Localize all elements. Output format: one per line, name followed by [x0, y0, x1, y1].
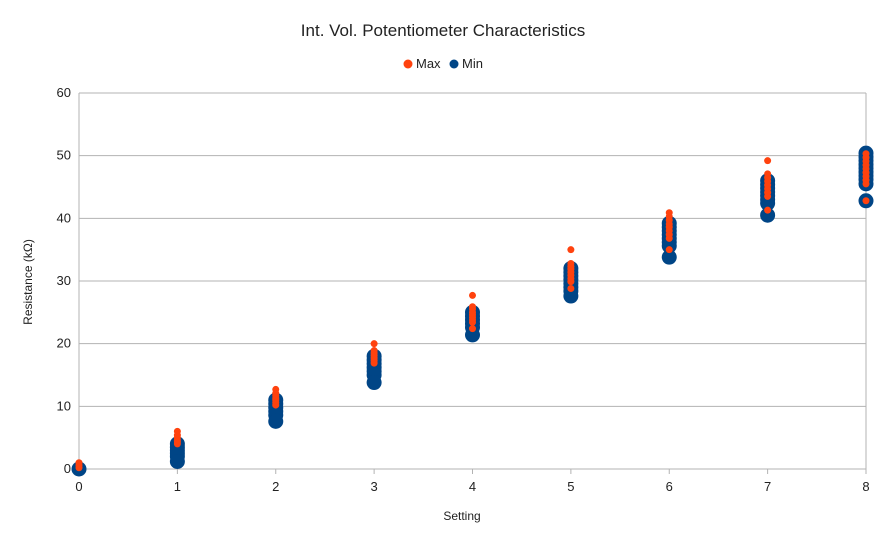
max-point	[272, 401, 280, 409]
min-point	[465, 327, 480, 343]
chart-title: Int. Vol. Potentiometer Characteristics	[301, 21, 585, 40]
max-point	[370, 359, 378, 367]
x-tick-label: 5	[567, 479, 574, 494]
max-point	[862, 197, 870, 205]
max-point	[764, 192, 772, 200]
max-point	[567, 278, 575, 286]
max-point	[469, 325, 476, 333]
x-tick-labels: 0 1 2 3 4 5 6 7 8	[75, 479, 869, 494]
y-tick-label: 50	[57, 148, 71, 163]
legend-marker-max	[403, 59, 413, 69]
axes	[78, 93, 867, 474]
x-tick-label: 4	[469, 479, 476, 494]
y-tick-label: 40	[57, 210, 71, 225]
series-max-points	[75, 150, 870, 472]
x-tick-label: 3	[371, 479, 378, 494]
x-tick-label: 2	[272, 479, 279, 494]
max-point	[469, 291, 476, 299]
max-point	[75, 464, 83, 472]
y-tick-label: 0	[64, 461, 71, 476]
max-point	[764, 206, 772, 214]
max-point	[567, 285, 575, 293]
x-tick-label: 6	[666, 479, 673, 494]
min-point	[563, 288, 579, 304]
min-point	[268, 413, 284, 429]
max-point	[665, 234, 673, 242]
y-tick-label: 10	[57, 398, 71, 413]
x-tick-label: 8	[862, 479, 869, 494]
min-point	[661, 238, 677, 254]
max-point	[469, 318, 476, 326]
y-tick-label: 20	[57, 336, 71, 351]
max-point	[665, 246, 673, 254]
x-tick-label: 7	[764, 479, 771, 494]
x-tick-label: 1	[174, 479, 181, 494]
min-point	[661, 249, 677, 265]
min-point	[760, 195, 776, 211]
min-point	[169, 453, 185, 469]
min-point	[760, 207, 776, 223]
y-tick-label: 30	[57, 273, 71, 288]
max-point	[173, 440, 181, 448]
y-tick-label: 60	[57, 85, 71, 100]
min-point	[366, 375, 382, 391]
max-point	[764, 157, 772, 165]
legend-label-min: Min	[462, 56, 483, 71]
legend-marker-min	[449, 59, 459, 69]
gridlines	[79, 92, 866, 470]
max-point	[567, 246, 575, 254]
legend-label-max: Max	[416, 56, 441, 71]
y-axis-label: Resistance (kΩ)	[21, 239, 35, 325]
max-point	[862, 180, 870, 188]
x-tick-label: 0	[75, 479, 82, 494]
y-tick-labels: 0 10 20 30 40 50 60	[57, 85, 71, 476]
legend: Max Min	[403, 56, 483, 71]
max-point	[370, 340, 378, 348]
x-axis-label: Setting	[443, 509, 480, 523]
